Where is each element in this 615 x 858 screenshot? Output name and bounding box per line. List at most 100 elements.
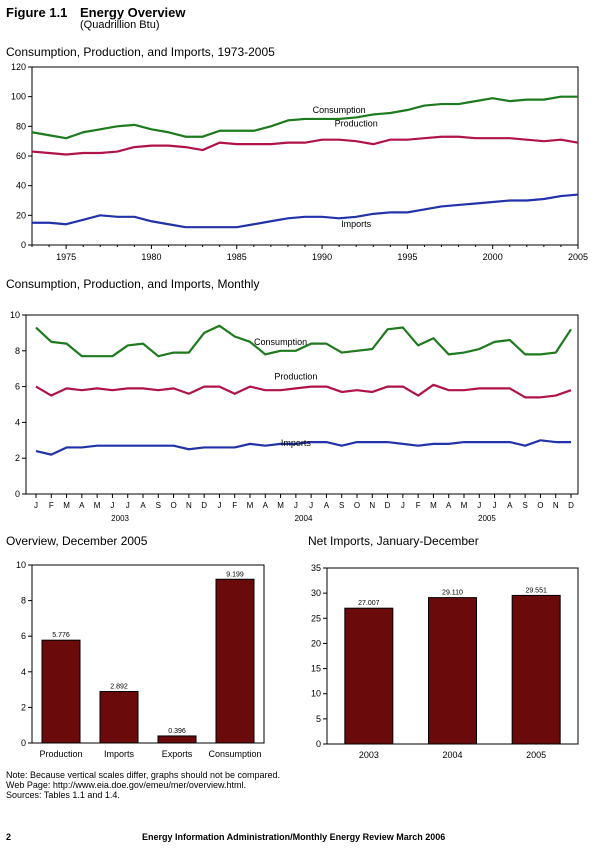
chart3-value-label: 5.776 (52, 632, 70, 639)
chart3-category-label: Consumption (208, 749, 261, 759)
chart4-y-tick-label: 10 (311, 689, 321, 699)
chart2-month-label: J (309, 501, 313, 510)
chart2-month-label: O (537, 501, 543, 510)
chart2-y-tick-label: 10 (10, 310, 20, 320)
chart3-bar (157, 735, 197, 744)
chart2-month-label: F (416, 501, 421, 510)
chart1-y-tick-label: 40 (16, 181, 26, 191)
chart4-category-label: 2004 (442, 750, 462, 760)
chart4-value-label: 29.551 (525, 587, 547, 594)
chart2-month-label: O (170, 501, 176, 510)
chart2-month-label: D (385, 501, 391, 510)
chart3-plot-frame (31, 564, 265, 744)
chart2-year-label: 2005 (478, 514, 496, 523)
chart2-month-label: J (34, 501, 38, 510)
chart1-x-tick-label: 2000 (483, 252, 503, 262)
chart1-y-tick-label: 80 (16, 121, 26, 131)
chart1-x-tick-label: 1975 (56, 252, 76, 262)
footer-text: Energy Information Administration/Monthl… (142, 832, 446, 842)
chart4-bar (511, 594, 561, 745)
chart1-production-line (31, 135, 579, 156)
chart2-month-label: F (49, 501, 54, 510)
chart2-month-label: J (477, 501, 481, 510)
chart3-value-label: 9.199 (226, 571, 244, 578)
chart2-month-label: J (401, 501, 405, 510)
chart2-month-label: N (369, 501, 375, 510)
chart4-title: Net Imports, January-December (308, 534, 479, 548)
chart1-y-tick-label: 0 (21, 240, 26, 250)
chart2-month-label: M (247, 501, 254, 510)
chart2-month-label: D (568, 501, 574, 510)
chart3-category-label: Imports (104, 749, 135, 759)
chart2-y-tick-label: 0 (15, 489, 20, 499)
chart2-year-label: 2003 (111, 514, 129, 523)
chart2-y-tick-label: 4 (15, 417, 20, 427)
chart3-category-label: Production (39, 749, 82, 759)
page-number: 2 (6, 832, 12, 842)
chart1-imports-label: Imports (341, 219, 372, 229)
chart2-y-tick-label: 6 (15, 382, 20, 392)
chart2-y-tick-label: 8 (15, 346, 20, 356)
chart2-imports-line (35, 439, 571, 456)
chart4-value-label: 27.007 (358, 600, 380, 607)
chart3-title: Overview, December 2005 (6, 534, 148, 548)
chart1-y-tick-label: 60 (16, 151, 26, 161)
chart1-y-tick-label: 120 (11, 62, 26, 72)
chart2-month-label: J (217, 501, 221, 510)
chart3-y-tick-label: 2 (21, 702, 26, 712)
chart3-bar (215, 578, 255, 744)
chart4-y-tick-label: 5 (316, 714, 321, 724)
chart2-month-label: A (446, 501, 452, 510)
chart1-consumption-line (31, 95, 578, 140)
chart2-month-label: S (156, 501, 161, 510)
chart3-y-tick-label: 4 (21, 667, 26, 677)
chart4-bar (428, 597, 477, 745)
chart2-month-label: O (354, 501, 360, 510)
chart2-month-label: M (430, 501, 437, 510)
chart1-x-tick-label: 1990 (312, 252, 332, 262)
chart1-x-tick-label: 1985 (227, 252, 247, 262)
figure-title: Energy Overview (80, 5, 186, 20)
chart1-y-tick-label: 20 (16, 210, 26, 220)
chart3-value-label: 0.396 (168, 728, 186, 735)
chart2-month-label: A (140, 501, 146, 510)
chart2-consumption-label: Consumption (254, 337, 307, 347)
chart2-month-label: J (294, 501, 298, 510)
chart2-month-label: M (461, 501, 468, 510)
chart3-y-tick-label: 0 (21, 738, 26, 748)
chart4-y-tick-label: 20 (311, 638, 321, 648)
chart3-y-tick-label: 10 (16, 560, 26, 570)
chart4-y-tick-label: 35 (311, 563, 321, 573)
chart2-month-label: J (110, 501, 114, 510)
chart4-y-tick-label: 25 (311, 613, 321, 623)
chart1-plot-frame (31, 66, 579, 246)
chart2-month-label: A (324, 501, 330, 510)
chart2-month-label: J (493, 501, 497, 510)
chart4-bar (344, 607, 394, 745)
chart2-month-label: M (63, 501, 70, 510)
chart2-month-label: F (232, 501, 237, 510)
chart3-value-label: 2.892 (110, 684, 128, 691)
chart4-y-tick-label: 15 (311, 664, 321, 674)
chart2-year-label: 2004 (295, 514, 313, 523)
chart1-x-tick-label: 2005 (568, 252, 588, 262)
chart2-month-label: A (507, 501, 513, 510)
chart2-plot-frame (25, 314, 579, 495)
chart1-production-label: Production (335, 119, 378, 129)
web-page-text: Web Page: http://www.eia.doe.gov/emeu/me… (6, 780, 246, 790)
sources-text: Sources: Tables 1.1 and 1.4. (6, 790, 120, 800)
chart2-month-label: M (94, 501, 101, 510)
chart2-month-label: S (522, 501, 527, 510)
figure-number: Figure 1.1 (6, 5, 68, 20)
chart2-month-label: A (79, 501, 85, 510)
chart1-y-tick-label: 100 (11, 92, 26, 102)
chart2-month-label: J (126, 501, 130, 510)
note-text: Note: Because vertical scales differ, gr… (6, 770, 280, 780)
chart2-month-label: S (339, 501, 344, 510)
chart1-imports-line (32, 193, 579, 229)
chart2-month-label: N (553, 501, 559, 510)
chart1-x-tick-label: 1980 (141, 252, 161, 262)
chart3-y-tick-label: 6 (21, 631, 26, 641)
chart4-value-label: 29.110 (442, 590, 463, 597)
chart1-x-tick-label: 1995 (397, 252, 417, 262)
